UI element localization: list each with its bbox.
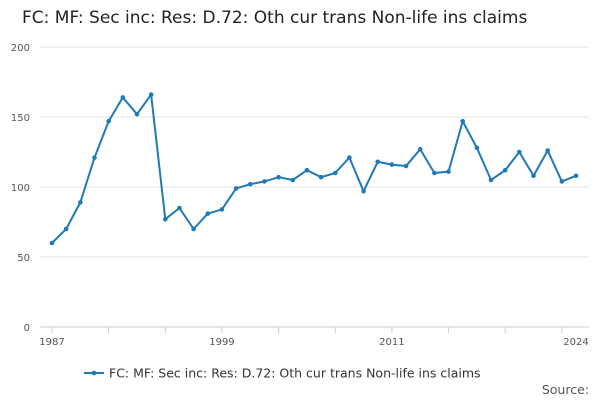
gridlines [40,46,589,328]
data-point [488,177,494,183]
data-point [205,211,211,216]
axes: 0 50 100 150 200 1987 1999 2011 2024 [11,43,589,348]
data-point [219,207,225,212]
data-point [417,146,423,152]
y-tick-label: 0 [24,323,30,334]
legend-entry-label: FC: MF: Sec inc: Res: D.72: Oth cur tran… [109,366,481,381]
data-point [233,186,239,191]
data-point [318,174,324,180]
data-point [49,240,55,246]
data-point [63,226,69,232]
data-point [559,179,565,184]
data-point [78,200,83,205]
series-layer [49,92,579,246]
data-point [92,155,97,160]
y-tick-label: 150 [11,113,30,124]
y-tick-label: 50 [17,253,30,264]
data-point [304,167,310,173]
data-point [106,118,111,124]
y-tick-label: 100 [11,183,30,194]
data-point [474,145,480,151]
data-point [247,181,253,187]
legend-swatch-marker [91,370,97,376]
data-point [545,148,550,153]
series-line [51,93,577,244]
data-point [347,155,352,160]
y-tick-label: 200 [11,43,30,54]
x-tick-label: 2024 [563,337,588,348]
data-point [332,170,338,176]
data-point [361,188,366,194]
data-point [276,174,281,180]
x-tick-label: 2011 [379,337,404,348]
data-point [120,95,126,100]
data-point [517,149,522,155]
data-point [446,169,451,174]
data-point [403,163,409,169]
x-tick-label: 1999 [209,337,234,348]
data-point [432,170,437,176]
data-point [191,226,196,232]
data-point [290,177,296,183]
data-point [531,173,536,179]
data-point [502,167,508,173]
chart-title: FC: MF: Sec inc: Res: D.72: Oth cur tran… [22,8,528,28]
source-label: Source: [542,382,589,397]
data-point [375,159,381,165]
data-point [162,216,168,222]
data-point [262,179,267,184]
data-point [460,118,466,124]
data-point [148,92,154,97]
data-point [134,111,140,117]
data-point [177,205,182,211]
x-tick-label: 1987 [39,337,64,348]
legend: FC: MF: Sec inc: Res: D.72: Oth cur tran… [84,366,481,381]
data-point [389,162,395,167]
data-point [573,173,579,179]
